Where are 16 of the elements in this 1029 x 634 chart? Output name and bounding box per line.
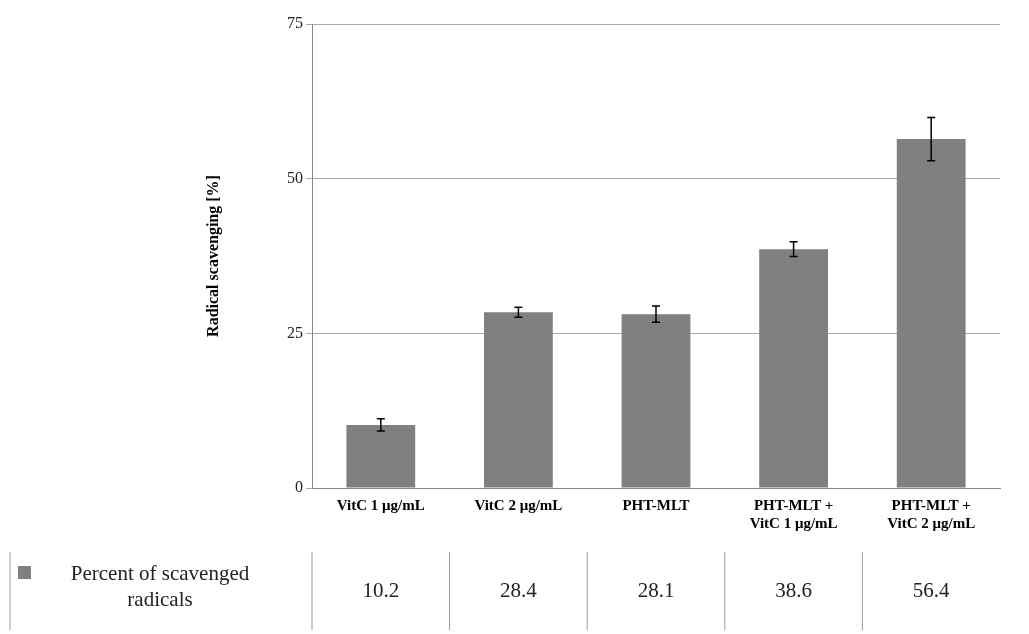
data-label: 28.1: [637, 577, 675, 602]
data-label: 56.4: [912, 577, 951, 602]
x-tick-label: PHT-MLT + VitC 1 μg/mL: [749, 496, 838, 531]
y-tick-label: 75: [287, 14, 303, 32]
data-label: 38.6: [775, 577, 812, 602]
legend-label: Percent of scavenged radicals: [69, 560, 251, 612]
x-tick-label: VitC 2 μg/mL: [474, 496, 563, 513]
x-tick-label: VitC 1 μg/mL: [336, 496, 425, 513]
y-tick-label: 0: [295, 478, 303, 496]
x-tick-label: PHT-MLT: [622, 496, 690, 513]
x-tick-label: PHT-MLT + VitC 2 μg/mL: [887, 496, 976, 531]
y-tick-label: 50: [287, 168, 303, 186]
y-tick-label: 25: [287, 323, 303, 341]
y-axis-title: Radical scavenging [%]: [203, 175, 222, 337]
data-label: 10.2: [362, 577, 400, 602]
data-label: 28.4: [500, 577, 538, 602]
